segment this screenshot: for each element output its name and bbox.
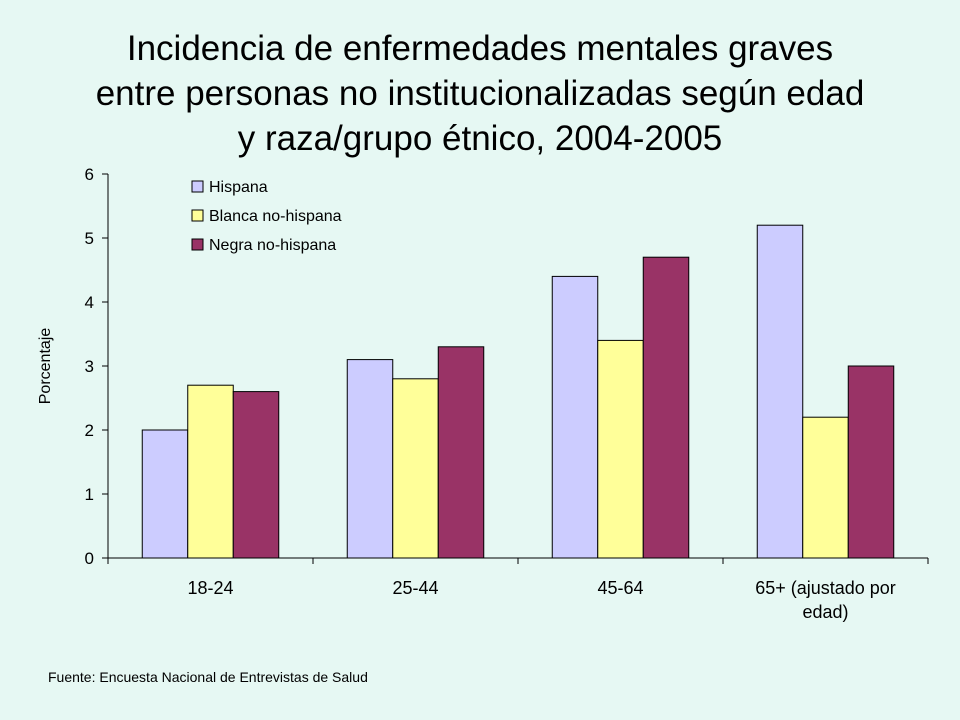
y-tick-label: 1 bbox=[85, 485, 94, 504]
y-tick-label: 4 bbox=[85, 293, 94, 312]
legend-swatch bbox=[191, 209, 204, 222]
bar bbox=[551, 275, 599, 559]
legend-label: Hispana bbox=[209, 179, 268, 196]
bar bbox=[437, 346, 485, 559]
legend-label: Blanca no-hispana bbox=[209, 208, 342, 225]
y-axis-label: Porcentaje bbox=[37, 328, 54, 405]
title-line-1: Incidencia de enfermedades mentales grav… bbox=[126, 29, 834, 68]
bar bbox=[187, 384, 234, 559]
bar bbox=[847, 365, 895, 559]
bar bbox=[642, 256, 690, 559]
y-tick-label: 3 bbox=[85, 357, 94, 376]
x-tick-label: 18-24 bbox=[187, 578, 233, 598]
legend-label: Negra no-hispana bbox=[209, 237, 336, 254]
y-tick-label: 0 bbox=[85, 549, 94, 568]
y-tick-label: 2 bbox=[85, 421, 94, 440]
title-line-3: y raza/grupo étnico, 2004-2005 bbox=[237, 119, 723, 158]
bar bbox=[756, 224, 804, 559]
x-tick-label: 25-44 bbox=[392, 578, 438, 598]
bar bbox=[597, 339, 644, 559]
x-tick-label: 65+ (ajustado por bbox=[755, 578, 896, 598]
chart-title: Incidencia de enfermedades mentales grav… bbox=[40, 26, 920, 161]
bar bbox=[392, 378, 439, 559]
bar bbox=[141, 429, 189, 559]
bar bbox=[346, 359, 394, 559]
legend-swatch bbox=[191, 180, 204, 193]
x-tick-label: edad) bbox=[802, 602, 848, 622]
legend-swatch bbox=[191, 238, 204, 251]
bar bbox=[232, 391, 280, 559]
bar bbox=[802, 416, 849, 559]
y-tick-label: 6 bbox=[85, 165, 94, 184]
y-tick-label: 5 bbox=[85, 229, 94, 248]
title-line-2: entre personas no institucionalizadas se… bbox=[95, 74, 865, 113]
source-note: Fuente: Encuesta Nacional de Entrevistas… bbox=[48, 669, 368, 685]
x-tick-label: 45-64 bbox=[597, 578, 643, 598]
